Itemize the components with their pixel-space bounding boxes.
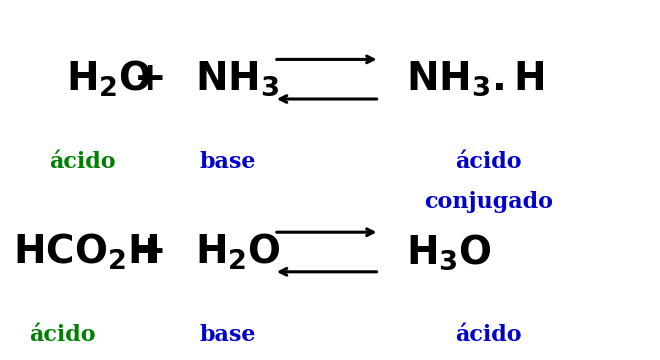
Text: ácido: ácido (455, 324, 521, 346)
Text: $\mathbf{NH_3.H}$: $\mathbf{NH_3.H}$ (406, 60, 544, 99)
Text: ácido: ácido (30, 324, 96, 346)
Text: $\mathbf{NH_3}$: $\mathbf{NH_3}$ (195, 60, 279, 99)
Text: $\mathbf{HCO_2H}$: $\mathbf{HCO_2H}$ (13, 232, 158, 272)
Text: base: base (199, 324, 256, 346)
Text: ácido: ácido (50, 151, 116, 173)
Text: $\mathbf{+}$: $\mathbf{+}$ (133, 233, 164, 271)
Text: $\mathbf{H_2O}$: $\mathbf{H_2O}$ (195, 232, 280, 272)
Text: $\mathbf{H_2O}$: $\mathbf{H_2O}$ (66, 59, 152, 99)
Text: conjugado: conjugado (424, 190, 553, 213)
Text: $\mathbf{H_3O}$: $\mathbf{H_3O}$ (406, 232, 492, 272)
Text: base: base (199, 151, 256, 173)
Text: ácido: ácido (455, 151, 521, 173)
Text: $\mathbf{+}$: $\mathbf{+}$ (133, 60, 164, 98)
